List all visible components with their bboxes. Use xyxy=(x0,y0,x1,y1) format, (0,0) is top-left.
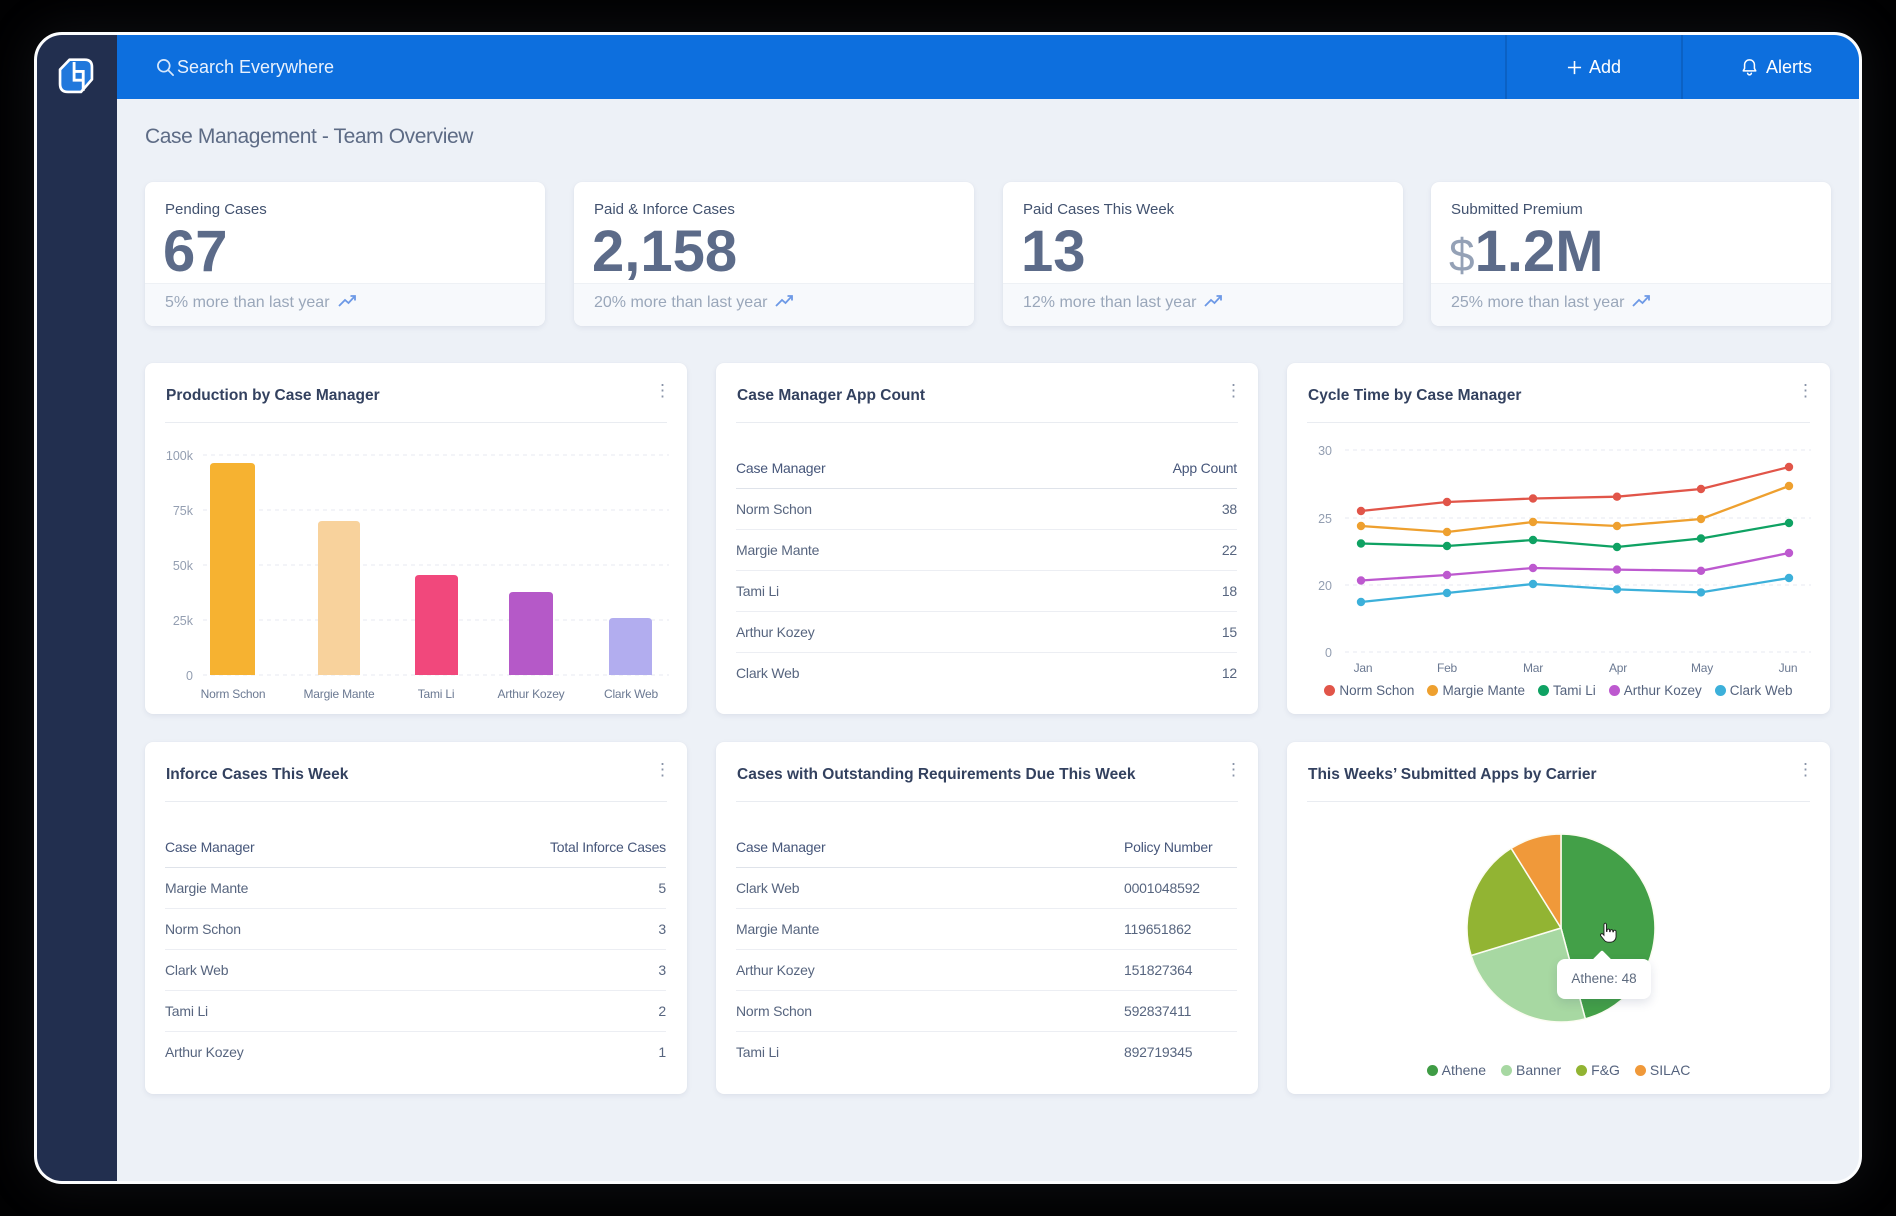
svg-text:25k: 25k xyxy=(173,614,194,628)
svg-text:20: 20 xyxy=(1318,579,1332,593)
svg-text:30: 30 xyxy=(1318,444,1332,458)
svg-text:Tami Li: Tami Li xyxy=(418,687,455,701)
svg-text:75k: 75k xyxy=(173,504,194,518)
svg-text:100k: 100k xyxy=(166,449,194,463)
svg-text:May: May xyxy=(1691,661,1713,675)
svg-text:Norm Schon: Norm Schon xyxy=(201,687,266,701)
svg-text:0: 0 xyxy=(186,669,193,683)
svg-text:Margie Mante: Margie Mante xyxy=(304,687,375,701)
svg-text:Feb: Feb xyxy=(1437,661,1458,675)
svg-text:Clark Web: Clark Web xyxy=(604,687,659,701)
svg-text:Arthur Kozey: Arthur Kozey xyxy=(498,687,565,701)
svg-text:Jun: Jun xyxy=(1779,661,1798,675)
svg-text:Jan: Jan xyxy=(1354,661,1373,675)
svg-text:Apr: Apr xyxy=(1609,661,1627,675)
svg-text:25: 25 xyxy=(1318,512,1332,526)
svg-text:Mar: Mar xyxy=(1523,661,1543,675)
svg-text:50k: 50k xyxy=(173,559,194,573)
svg-text:0: 0 xyxy=(1325,646,1332,660)
